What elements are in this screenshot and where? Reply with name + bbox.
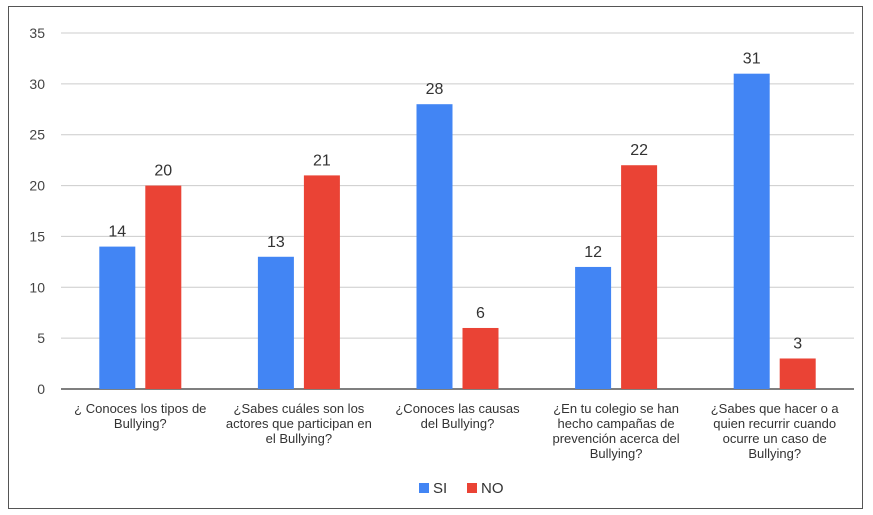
data-label-no-3: 6 [476,305,485,322]
legend-swatch-no [467,483,477,493]
bar-chart: 0 5 10 15 20 25 30 35 14 20 13 21 28 6 12 22 31 3 ¿ Cono… [29,25,854,497]
bar-no-1 [145,185,182,389]
bar-no-4 [621,165,658,389]
x-axis-labels: ¿ Conoces los tipos de Bullying? ¿Sabes cu… [74,401,839,461]
x-axis-label-4: ¿En tu colegio se han hecho campañas de pr… [552,401,679,461]
x-axis-label-5: ¿Sabes que hacer o a quien recurrir cuand… [711,401,840,461]
data-label-si-3: 28 [426,81,444,98]
y-axis-ticks: 0 5 10 15 20 25 30 35 [29,25,45,397]
chart-container: 0 5 10 15 20 25 30 35 14 20 13 21 28 6 12 22 31 3 ¿ Cono… [8,6,863,509]
legend-label-si: SI [433,480,447,497]
data-label-no-1: 20 [154,163,172,180]
x-axis-label-3: ¿Conoces las causas del Bullying? [395,401,520,431]
legend: SI NO [419,480,504,497]
bar-si-4 [575,266,612,389]
data-label-si-1: 14 [108,224,126,241]
bar-si-3 [416,104,453,389]
bar-no-3 [462,327,499,389]
legend-swatch-si [419,483,429,493]
data-label-si-2: 13 [267,234,285,251]
bar-no-2 [303,175,340,389]
y-tick-label: 0 [37,381,45,397]
bar-si-5 [733,73,770,389]
bar-no-5 [779,358,816,389]
data-label-no-5: 3 [793,335,802,352]
y-tick-label: 10 [29,279,45,295]
bar-si-2 [257,256,294,389]
x-axis-label-2: ¿Sabes cuáles son los actores que partici… [226,401,372,446]
data-labels: 14 20 13 21 28 6 12 22 31 3 [108,51,802,353]
y-tick-label: 20 [29,178,45,194]
y-tick-label: 15 [29,228,45,244]
y-tick-label: 30 [29,76,45,92]
x-axis-label-1: ¿ Conoces los tipos de Bullying? [74,401,206,431]
bar-si-1 [99,246,136,389]
bars [99,73,816,389]
data-label-si-5: 31 [743,51,761,68]
gridlines [61,32,854,390]
y-tick-label: 35 [29,25,45,41]
y-tick-label: 5 [37,330,45,346]
data-label-no-2: 21 [313,152,331,169]
y-tick-label: 25 [29,127,45,143]
data-label-si-4: 12 [584,244,602,261]
legend-label-no: NO [481,480,504,497]
data-label-no-4: 22 [630,142,648,159]
